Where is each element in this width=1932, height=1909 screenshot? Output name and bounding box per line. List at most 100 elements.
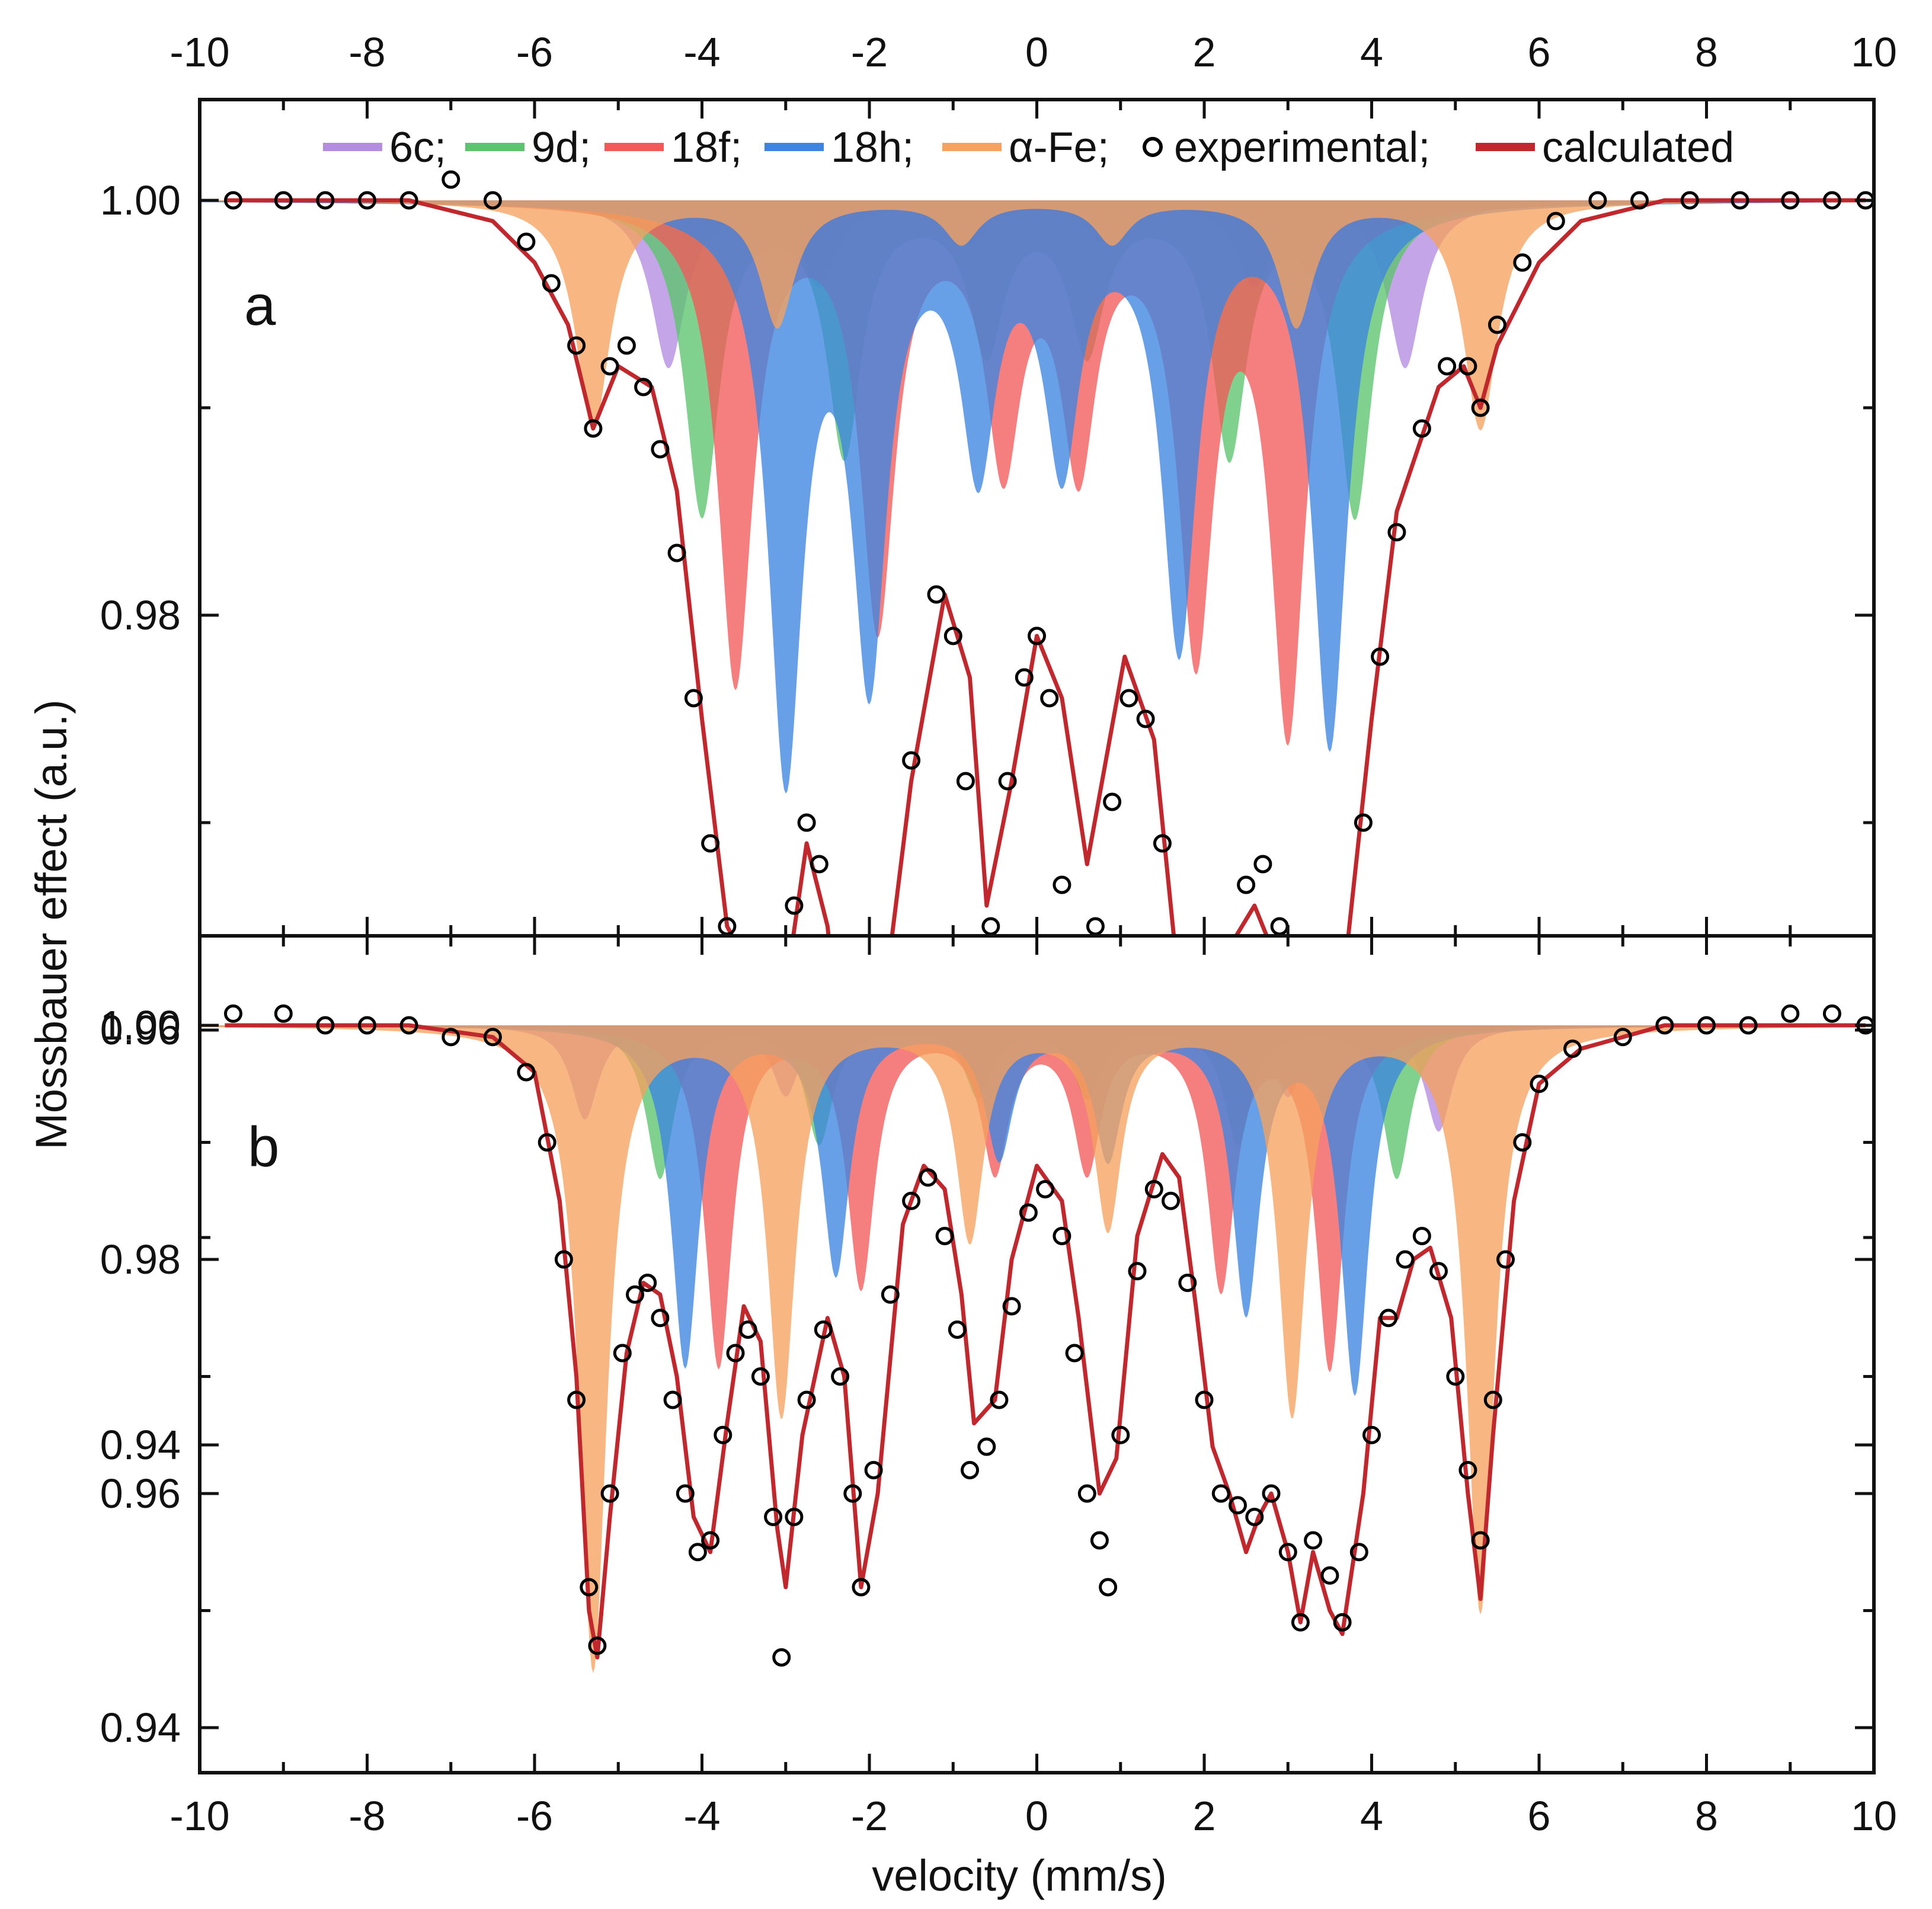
- experimental-point: [764, 1508, 783, 1526]
- experimental-point: [1153, 834, 1172, 853]
- experimental-point: [316, 1016, 335, 1035]
- experimental-point: [1471, 398, 1490, 417]
- experimental-point: [1563, 1040, 1582, 1058]
- experimental-point: [1288, 1002, 1304, 1017]
- experimental-point: [1071, 939, 1086, 955]
- experimental-point: [483, 191, 502, 210]
- experimental-point: [948, 1320, 967, 1339]
- experimental-point: [1136, 709, 1155, 728]
- experimental-point: [663, 1390, 682, 1409]
- experimental-point: [1178, 1274, 1197, 1292]
- y-axis-title: Mössbauer effect (a.u.): [27, 699, 76, 1150]
- experimental-point: [667, 543, 686, 562]
- experimental-point: [1387, 523, 1406, 542]
- experimental-point: [881, 1285, 900, 1304]
- experimental-point: [1090, 1531, 1109, 1550]
- subspectrum-fe: [200, 1025, 1874, 1674]
- experimental-point: [684, 689, 703, 708]
- subspectra-b: [200, 1025, 1874, 1674]
- experimental-point: [1229, 1496, 1247, 1515]
- experimental-point: [483, 1028, 502, 1047]
- experimental-point: [1040, 689, 1059, 708]
- experimental-point: [1362, 1425, 1381, 1444]
- panel-label-b: b: [248, 1115, 279, 1179]
- experimental-point: [701, 1531, 720, 1550]
- experimental-point: [613, 1344, 632, 1363]
- experimental-point: [1099, 1578, 1118, 1597]
- experimental-point: [1630, 191, 1649, 210]
- experimental-point: [1015, 668, 1034, 687]
- experimental-point: [274, 1004, 293, 1023]
- x-tick-label-bottom: 8: [1695, 1793, 1718, 1839]
- experimental-point: [843, 1484, 862, 1503]
- legend-label: α-Fe;: [1009, 124, 1109, 171]
- experimental-point: [714, 1425, 733, 1444]
- experimental-point: [676, 1484, 695, 1503]
- experimental-point: [1349, 1543, 1368, 1562]
- experimental-point: [588, 1636, 607, 1655]
- experimental-point: [919, 1168, 938, 1187]
- experimental-point: [956, 772, 975, 791]
- experimental-point: [831, 1367, 850, 1386]
- experimental-point: [1162, 1191, 1180, 1210]
- x-tick-label-top: 2: [1193, 29, 1216, 75]
- experimental-point: [977, 1437, 996, 1456]
- legend: 6c; 9d; 18f; 18h; α-Fe; experimental; calculat…: [323, 124, 1734, 171]
- experimental-point: [1822, 1004, 1841, 1023]
- experimental-point: [902, 751, 921, 770]
- experimental-point: [1304, 1531, 1323, 1550]
- x-tick-label-bottom: 10: [1851, 1793, 1897, 1839]
- y-tick-label: 0.94: [100, 1705, 181, 1751]
- experimental-point: [1731, 191, 1749, 210]
- experimental-point: [1086, 917, 1105, 936]
- experimental-point: [797, 1390, 816, 1409]
- experimental-point: [935, 1227, 954, 1245]
- experimental-point: [1471, 1531, 1490, 1550]
- x-tick-label-bottom: 0: [1025, 1793, 1048, 1839]
- experimental-point: [1172, 1002, 1187, 1017]
- subspectrum-18h: [200, 200, 1874, 794]
- experimental-point: [358, 1016, 376, 1035]
- experimental-point: [1128, 1262, 1147, 1281]
- experimental-point: [927, 585, 946, 604]
- calculated-line: [225, 1023, 1866, 1659]
- experimental-point: [797, 813, 816, 832]
- experimental-point: [852, 1578, 871, 1597]
- experimental-point: [981, 917, 1000, 936]
- experimental-point: [864, 1461, 883, 1479]
- experimental-point: [1019, 1203, 1038, 1222]
- experimental-point: [1245, 1508, 1264, 1526]
- experimental-point: [701, 834, 720, 853]
- experimental-point: [1036, 1180, 1055, 1198]
- experimental-point: [1546, 212, 1565, 231]
- x-ticks: -10 -10 -8 -8 -6 -6 -4 -4 -2 -2 0 0 2 2 4 4 6 6 8 8 10 10: [169, 29, 1897, 1839]
- experimental-point: [814, 1320, 833, 1339]
- x-tick-label-bottom: -6: [516, 1793, 553, 1839]
- experimental-point: [1119, 689, 1138, 708]
- experimental-point: [1253, 855, 1272, 874]
- experimental-point: [1144, 1180, 1163, 1198]
- x-tick-label-bottom: -8: [348, 1793, 385, 1839]
- experimental-point: [442, 1028, 460, 1047]
- experimental-point: [1237, 875, 1256, 894]
- experimental-point: [1412, 419, 1431, 438]
- experimental-point: [1291, 1613, 1310, 1632]
- experimental-point: [1680, 191, 1699, 210]
- experimental-point: [517, 1063, 536, 1082]
- x-tick-label-bottom: 2: [1193, 1793, 1216, 1839]
- legend-label: 6c;: [389, 124, 446, 171]
- subspectrum-18f: [200, 1025, 1874, 1373]
- experimental-point: [1458, 357, 1477, 376]
- experimental-point: [1270, 917, 1289, 936]
- experimental-point: [600, 357, 619, 376]
- experimental-point: [1211, 1484, 1230, 1503]
- experimental-point: [1446, 1367, 1465, 1386]
- experimental-point: [878, 939, 894, 955]
- experimental-point: [1655, 1016, 1674, 1035]
- experimental-point: [316, 191, 335, 210]
- subspectrum-fe: [200, 200, 1874, 431]
- x-tick-label-top: -2: [851, 29, 888, 75]
- y-tick-label: 1.00: [100, 1002, 181, 1048]
- experimental-point: [442, 170, 460, 189]
